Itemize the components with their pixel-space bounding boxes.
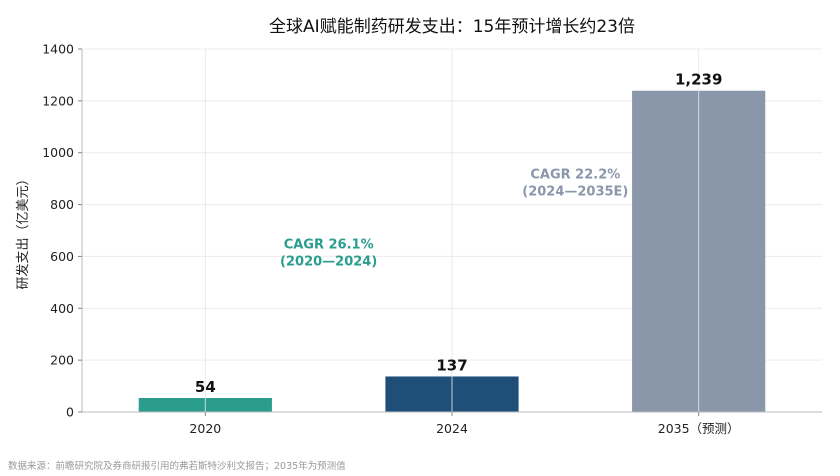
- chart-title: 全球AI赋能制药研发支出：15年预计增长约23倍: [269, 17, 635, 37]
- y-axis-label: 研发支出（亿美元）: [15, 172, 31, 289]
- x-tick-label: 2024: [436, 421, 468, 436]
- data-source-footnote: 数据来源：前瞻研究院及券商研报引用的弗若斯特沙利文报告；2035年为预测值: [8, 461, 346, 472]
- y-tick-label: 0: [66, 405, 74, 420]
- x-tick-label: 2020: [189, 421, 221, 436]
- y-tick-label: 800: [50, 197, 74, 212]
- cagr-annotation-period: (2020—2024): [280, 254, 377, 269]
- labels-layer: 0 200 400 600 800 1000 1200 1400 2020 2024 2035（预测…: [42, 42, 739, 437]
- bar-value-label: 1,239: [675, 71, 722, 89]
- cagr-annotation-period: (2024—2035E): [522, 184, 628, 199]
- y-tick-label: 1400: [42, 42, 74, 57]
- cagr-annotation-rate: CAGR 22.2%: [530, 167, 620, 182]
- axes-layer: [78, 48, 822, 416]
- annotations-layer: CAGR 26.1% (2020—2024) CAGR 22.2% (2024—203…: [280, 167, 628, 269]
- y-tick-label: 1000: [42, 145, 74, 160]
- bar-value-label: 137: [436, 356, 467, 374]
- bar-chart: 全球AI赋能制药研发支出：15年预计增长约23倍 研发支出（亿美元） 0 200 4…: [15, 17, 822, 437]
- x-tick-label: 2035（预测）: [658, 421, 740, 436]
- cagr-annotation-rate: CAGR 26.1%: [284, 237, 374, 252]
- y-tick-label: 600: [50, 249, 74, 264]
- y-tick-label: 1200: [42, 93, 74, 108]
- y-tick-label: 400: [50, 301, 74, 316]
- bar-value-label: 54: [195, 378, 216, 396]
- y-tick-label: 200: [50, 353, 74, 368]
